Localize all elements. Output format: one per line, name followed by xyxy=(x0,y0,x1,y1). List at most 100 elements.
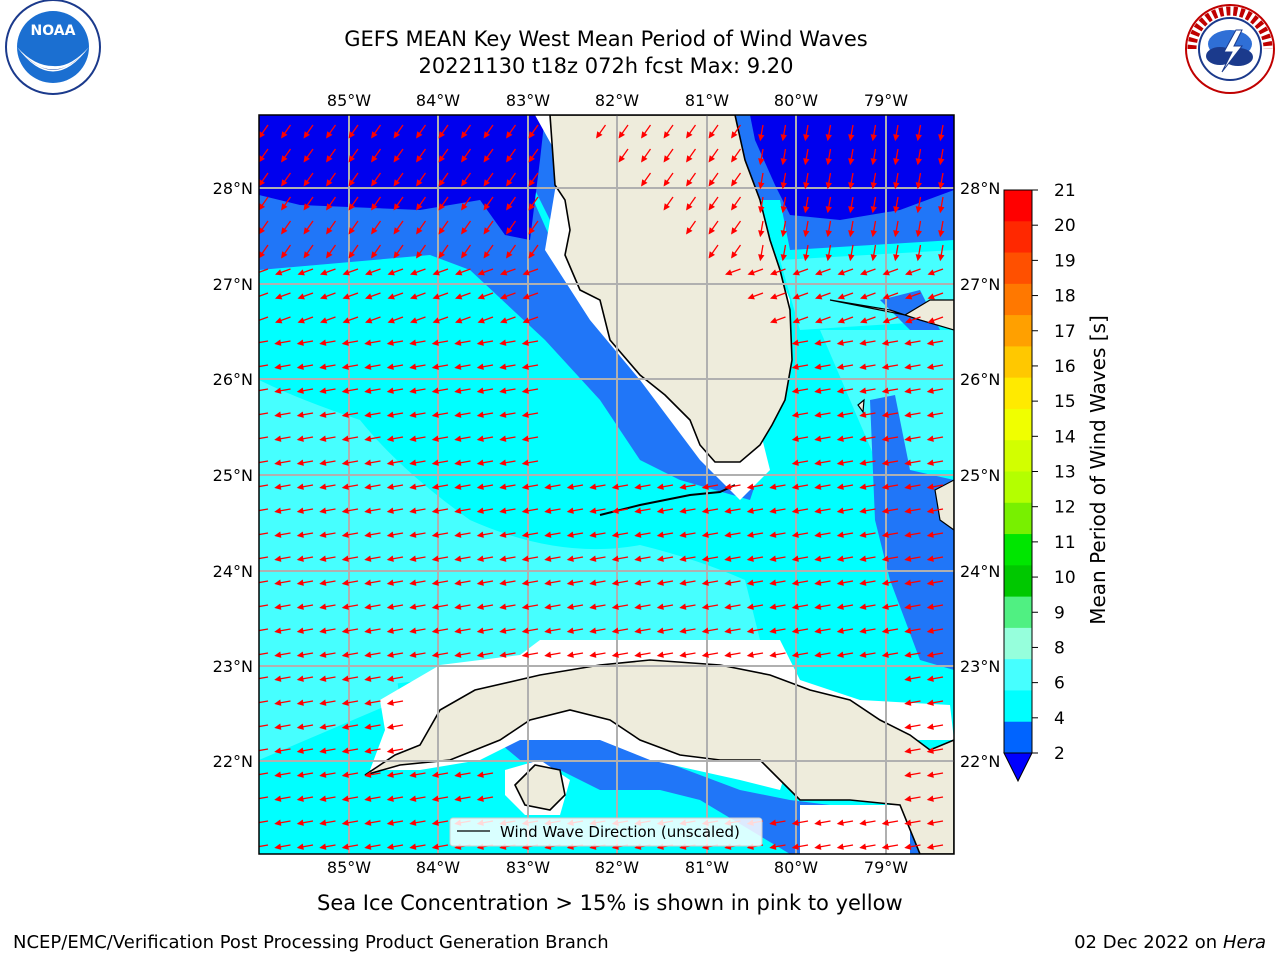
wave-arrow-head xyxy=(296,531,304,538)
wave-arrow-head xyxy=(792,293,800,300)
wave-arrow-head xyxy=(825,254,832,262)
wave-arrow-head xyxy=(791,387,799,394)
wave-arrow-head xyxy=(253,797,258,801)
wave-arrow-head xyxy=(386,843,394,850)
wave-arrow-head xyxy=(522,293,530,300)
wave-arrow-head xyxy=(416,203,423,211)
wave-arrow-head xyxy=(848,182,855,190)
wave-arrow-head xyxy=(253,341,258,345)
wave-arrow-head xyxy=(521,579,529,586)
wave-arrow-head xyxy=(701,603,709,610)
wave-arrow-head xyxy=(701,579,709,586)
wave-arrow-head xyxy=(274,699,282,706)
lat-labels-right: 28°N 27°N 26°N 25°N 24°N 23°N 22°N xyxy=(960,179,1000,771)
wave-arrow-head xyxy=(679,651,687,658)
wave-arrow-head xyxy=(859,339,867,346)
colorbar-segment xyxy=(1004,690,1032,723)
lon-label-top: 83°W xyxy=(506,91,550,110)
wave-arrow-head xyxy=(438,251,445,259)
colorbar-tick-label: 10 xyxy=(1054,568,1076,588)
wave-arrow-head xyxy=(791,435,799,442)
wave-arrow-head xyxy=(371,227,378,235)
wave-arrow-head xyxy=(506,131,513,139)
wave-arrow-head xyxy=(686,155,693,163)
wave-arrow-head xyxy=(476,627,484,634)
wave-arrow-head xyxy=(431,771,439,778)
wave-arrow-head xyxy=(881,603,889,610)
wave-arrow-head xyxy=(780,206,787,214)
wave-arrow-head xyxy=(409,795,417,802)
wave-arrow-head xyxy=(506,251,513,259)
wave-arrow-head xyxy=(814,603,822,610)
wave-arrow-head xyxy=(364,843,372,850)
wave-arrow-head xyxy=(364,699,372,706)
colorbar-tick-label: 4 xyxy=(1054,709,1065,729)
colorbar-segment xyxy=(1004,315,1032,347)
wave-arrow-head xyxy=(341,675,349,682)
noaa-logo-text: NOAA xyxy=(31,23,76,39)
wave-arrow-head xyxy=(506,227,513,235)
wave-arrow-head xyxy=(881,387,889,394)
wave-arrow-head xyxy=(724,579,732,586)
wave-arrow-head xyxy=(476,579,484,586)
wave-arrow-head xyxy=(297,293,305,300)
wave-arrow-head xyxy=(454,363,462,370)
wave-arrow-head xyxy=(259,131,265,139)
colorbar-tick-label: 16 xyxy=(1054,357,1076,377)
noaa-logo: NOAA xyxy=(5,0,101,95)
wave-arrow-head xyxy=(814,387,822,394)
colorbar-tick-label: 8 xyxy=(1054,638,1065,658)
wave-arrow-head xyxy=(769,555,777,562)
wave-arrow-head xyxy=(859,627,867,634)
florida-keys xyxy=(599,484,736,516)
wave-arrow-head xyxy=(341,507,349,514)
wave-arrow-head xyxy=(589,507,597,514)
wave-arrow-head xyxy=(342,317,350,324)
wave-arrow-head xyxy=(319,795,327,802)
wave-arrow-head xyxy=(364,795,372,802)
wave-arrow-head xyxy=(926,459,934,466)
wave-arrow-head xyxy=(926,411,934,418)
wave-arrow-head xyxy=(544,579,552,586)
wave-arrow-head xyxy=(386,387,394,394)
wave-arrow-head xyxy=(686,179,693,187)
wave-arrow-head xyxy=(393,179,400,187)
colorbar-tick-label: 20 xyxy=(1054,216,1076,236)
wave-arrow-head xyxy=(386,723,394,730)
wave-arrow-head xyxy=(521,603,529,610)
wave-arrow-head xyxy=(274,411,282,418)
wave-arrow-head xyxy=(791,843,799,850)
wave-arrow-head xyxy=(281,131,288,139)
wave-arrow-head xyxy=(319,387,327,394)
wave-arrow-head xyxy=(259,203,265,211)
wave-arrow xyxy=(259,292,269,297)
wave-arrow-head xyxy=(859,651,867,658)
wave-arrow-head xyxy=(634,651,642,658)
wave-arrow-head xyxy=(483,203,490,211)
wave-arrow-head xyxy=(409,603,417,610)
wave-arrow-head xyxy=(746,603,754,610)
wave-arrow-head xyxy=(927,269,935,276)
wave-arrow-head xyxy=(454,483,462,490)
wave-arrow-head xyxy=(881,339,889,346)
wave-arrow-head xyxy=(926,747,934,754)
map-gridlines xyxy=(259,115,954,854)
wave-arrow-head xyxy=(836,387,844,394)
wave-arrow-head xyxy=(409,387,417,394)
wave-arrow-head xyxy=(926,843,934,850)
legend-label: Wind Wave Direction (unscaled) xyxy=(500,823,740,841)
wave-arrow xyxy=(259,628,269,632)
wave-arrow-head xyxy=(281,203,288,211)
lon-label-bottom: 81°W xyxy=(685,858,729,877)
wave-arrow-head xyxy=(904,459,912,466)
wave-arrow-head xyxy=(611,579,619,586)
wave-arrow-head xyxy=(746,531,754,538)
wave-arrow-head xyxy=(701,651,709,658)
wave-arrow-head xyxy=(860,269,868,276)
wave-arrow-head xyxy=(274,771,282,778)
wave-arrow-head xyxy=(303,227,310,235)
wave-arrow-head xyxy=(825,206,832,214)
wave-arrow-head xyxy=(320,317,328,324)
wave-arrow-head xyxy=(409,579,417,586)
